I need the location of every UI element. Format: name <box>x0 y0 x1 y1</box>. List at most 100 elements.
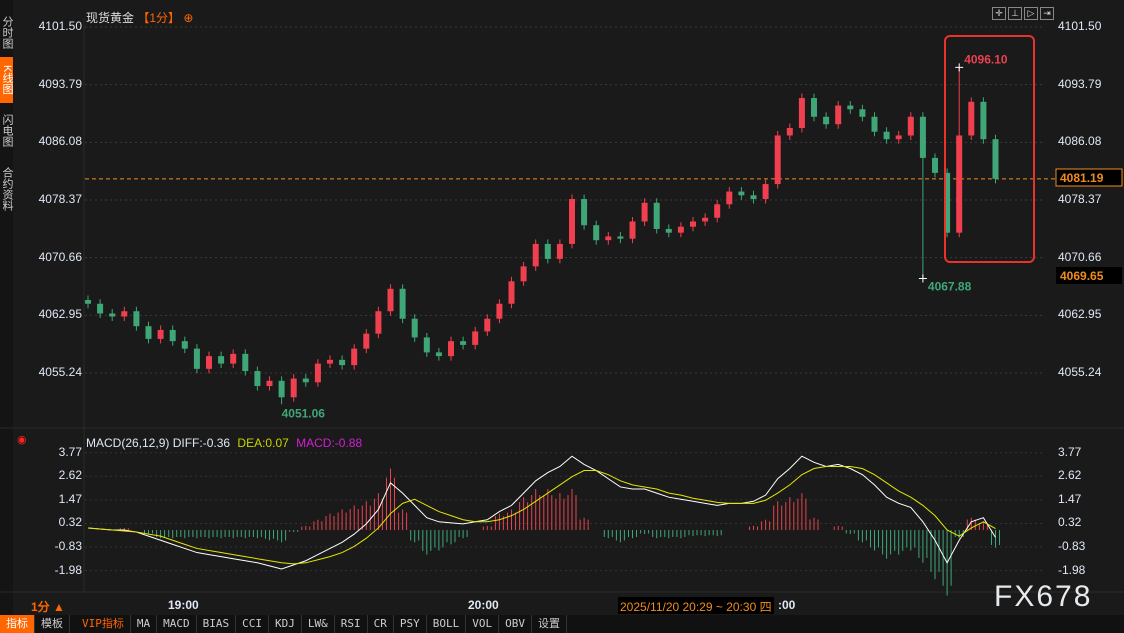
price-tick: 4078.37 <box>38 192 82 206</box>
tab-vol[interactable]: VOL <box>466 615 500 633</box>
candle-down <box>750 195 757 200</box>
candle-down <box>193 348 200 369</box>
highlight-box <box>944 35 1035 263</box>
tab-ma[interactable]: MA <box>131 615 158 633</box>
sidebar-item-kline[interactable]: K线图 <box>0 57 13 103</box>
tab-lw&[interactable]: LW& <box>302 615 335 633</box>
high-marker <box>955 63 964 72</box>
symbol-name: 现货黄金 <box>86 11 135 25</box>
candle-up <box>448 341 454 357</box>
candle-up <box>472 331 479 345</box>
current-price-box <box>1055 168 1123 187</box>
settings-dot-icon[interactable]: ◉ <box>17 434 27 446</box>
sidebar-item-flash[interactable]: 闪电图 <box>1 113 13 147</box>
price-tick: 4093.79 <box>38 76 82 91</box>
jump-end-icon[interactable]: ⇥ <box>1040 7 1054 20</box>
dea-line <box>87 465 996 565</box>
sidebar-item-contract[interactable]: 合约资料 <box>1 167 13 211</box>
candle-down <box>593 225 600 241</box>
indicator-toolbar: 指标 模板 VIP指标 MA MACD BIAS CCI KDJ LW& RSI CR PSY BOLL… <box>0 615 1124 633</box>
circle-plus-icon[interactable]: ⊕ <box>183 11 194 25</box>
tab-obv[interactable]: OBV <box>499 615 532 633</box>
candle-down <box>181 341 188 349</box>
candle-down <box>339 359 346 366</box>
high-annotation: 4096.10 <box>964 52 1008 66</box>
candle-up <box>206 356 212 369</box>
candle-up <box>157 329 164 339</box>
price-tick: 4070.66 <box>1058 249 1102 264</box>
macd-tick: 2.62 <box>1058 468 1082 483</box>
macd-tick: 2.62 <box>58 468 82 483</box>
candle-down <box>435 352 442 357</box>
candle-down <box>847 105 854 110</box>
price-tick: 4055.24 <box>1058 365 1102 380</box>
candle-down <box>460 341 467 345</box>
candle-down <box>399 288 406 319</box>
price-tick: 4070.66 <box>38 249 82 264</box>
tab-模板[interactable]: 模板 <box>35 615 70 633</box>
tab-macd[interactable]: MACD <box>157 615 197 633</box>
candle-down <box>411 318 418 338</box>
candle-down <box>980 101 987 140</box>
candle-down <box>218 356 225 364</box>
macd-label: MACD(26,12,9) <box>86 436 170 450</box>
candle-up <box>968 101 975 136</box>
candle-down <box>278 380 285 398</box>
price-tick: 4093.79 <box>1058 76 1102 91</box>
diff-label: DIFF:-0.36 <box>172 436 231 450</box>
watermark-logo: FX678 <box>994 580 1093 613</box>
tab-vip指标[interactable]: VIP指标 <box>76 615 131 633</box>
candle-down <box>85 300 91 304</box>
candle-down <box>883 131 890 140</box>
candle-down <box>823 116 830 125</box>
tab-设置[interactable]: 设置 <box>532 615 567 633</box>
candle-up <box>230 353 237 364</box>
candle-down <box>581 199 588 226</box>
candle-down <box>932 157 938 173</box>
chart-title: 现货黄金 【1分】 ⊕ <box>86 9 193 26</box>
period-selector[interactable]: 1分 ▲ <box>31 600 65 614</box>
candle-down <box>109 313 116 317</box>
candle-up <box>556 243 563 259</box>
candle-down <box>617 236 624 239</box>
tab-cci[interactable]: CCI <box>236 615 269 633</box>
candle-up <box>726 191 733 205</box>
macd-tick: 3.77 <box>58 444 82 459</box>
candle-up <box>327 359 333 364</box>
time-tooltip: 2025/11/20 20:29 ~ 20:30 四 <box>618 597 774 614</box>
macd-value-label: MACD:-0.88 <box>296 436 363 450</box>
candle-up <box>690 221 696 227</box>
candle-down <box>145 326 152 339</box>
candle-up <box>835 105 842 125</box>
price-tick: 4055.24 <box>38 365 82 380</box>
tab-kdj[interactable]: KDJ <box>269 615 302 633</box>
low-spike-annotation: 4067.88 <box>928 279 972 293</box>
tab-cr[interactable]: CR <box>368 615 394 633</box>
chart-canvas[interactable]: 4096.10 4067.88 4051.06 4081.19 4069.65 <box>0 0 1124 615</box>
tab-psy[interactable]: PSY <box>394 615 427 633</box>
time-tooltip-suffix: :00 <box>778 598 796 612</box>
candle-down <box>992 139 999 179</box>
current-price-label: 4081.19 <box>1060 171 1104 185</box>
price-tick: 4078.37 <box>1058 192 1102 206</box>
candle-up <box>907 116 914 136</box>
candle-up <box>351 348 358 366</box>
candle-down <box>738 191 745 196</box>
candle-up <box>714 204 721 218</box>
tab-boll[interactable]: BOLL <box>427 615 467 633</box>
tab-rsi[interactable]: RSI <box>335 615 368 633</box>
macd-tick: -0.83 <box>54 539 82 553</box>
candle-down <box>544 243 551 259</box>
tab-bias[interactable]: BIAS <box>197 615 237 633</box>
macd-tick: -1.98 <box>1058 562 1086 577</box>
sidebar-item-timeshare[interactable]: 分时图 <box>1 15 13 49</box>
crosshair-icon[interactable]: ✛ <box>992 7 1006 20</box>
tab-指标[interactable]: 指标 <box>0 615 35 633</box>
play-forward-icon[interactable]: ▷ <box>1024 7 1038 20</box>
low-price-label: 4069.65 <box>1060 269 1104 283</box>
candle-up <box>314 363 321 383</box>
candle-down <box>859 109 866 117</box>
period-label[interactable]: 【1分】 <box>137 11 181 25</box>
zoom-range-icon[interactable]: ⊥ <box>1008 7 1022 20</box>
candle-up <box>375 311 382 334</box>
